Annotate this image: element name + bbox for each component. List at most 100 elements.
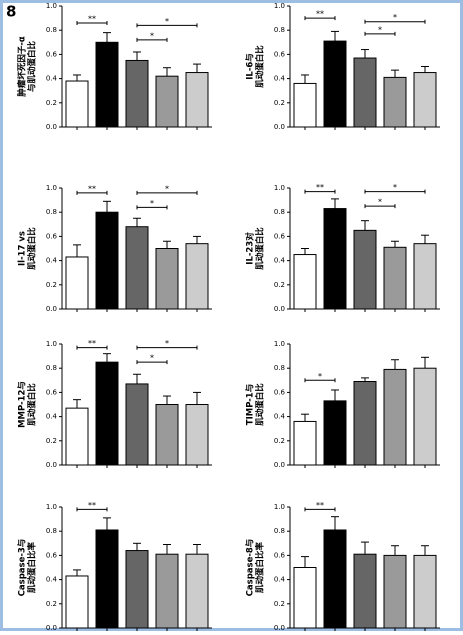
y-tick-label: 0.2 [46, 99, 57, 107]
y-axis-label: Caspase-8与 [245, 539, 256, 597]
bar [323, 208, 347, 310]
y-tick-label: 1.0 [274, 340, 285, 348]
significance-label: * [150, 31, 154, 40]
y-tick-label: 0.4 [274, 75, 286, 83]
bar [95, 529, 119, 629]
bar [413, 367, 437, 466]
significance-label: ** [316, 10, 324, 19]
significance-label: * [150, 354, 154, 363]
bar [353, 381, 377, 466]
y-axis-label: 肌动蛋白比率 [255, 542, 266, 595]
bar [413, 554, 437, 629]
bar [95, 41, 119, 128]
significance-label: ** [316, 501, 324, 510]
bar [125, 550, 149, 629]
y-tick-label: 0.2 [274, 437, 285, 445]
y-tick-label: 0.6 [274, 551, 286, 559]
bar [413, 243, 437, 310]
y-axis-label: 肌动蛋白比 [27, 227, 38, 271]
y-tick-label: 0.8 [46, 364, 57, 372]
y-tick-label: 0.8 [274, 208, 285, 216]
bar [353, 553, 377, 629]
y-tick-label: 0.8 [46, 527, 57, 535]
y-tick-label: 1.0 [46, 340, 57, 348]
y-tick-label: 0.6 [46, 50, 58, 58]
significance-label: * [318, 372, 322, 381]
bar [65, 407, 89, 466]
bar [323, 529, 347, 629]
bar [185, 243, 209, 310]
bar [383, 246, 407, 310]
y-tick-label: 0.8 [274, 527, 285, 535]
significance-label: * [165, 184, 169, 193]
significance-label: ** [88, 14, 96, 23]
y-tick-label: 0.6 [46, 232, 58, 240]
y-tick-label: 1.0 [274, 184, 285, 192]
bar [185, 404, 209, 466]
y-tick-label: 0.4 [274, 576, 286, 584]
bar [125, 59, 149, 128]
significance-label: * [378, 25, 382, 34]
y-tick-label: 0.6 [46, 551, 58, 559]
significance-label: * [393, 183, 397, 192]
bar [383, 76, 407, 128]
significance-label: * [165, 339, 169, 348]
y-axis-label: Caspase-3与 [17, 539, 28, 597]
bar [95, 211, 119, 310]
y-axis-label: 肌动蛋白比率 [27, 542, 38, 595]
y-tick-label: 0.8 [274, 364, 285, 372]
bar [125, 383, 149, 466]
bar [155, 248, 179, 310]
y-tick-label: 0.2 [46, 437, 57, 445]
significance-label: ** [88, 501, 96, 510]
y-axis-label: 肌动蛋白比 [255, 227, 266, 271]
significance-label: * [378, 198, 382, 207]
y-tick-label: 0.0 [46, 123, 57, 131]
significance-label: * [150, 199, 154, 208]
bar [95, 361, 119, 466]
significance-label: * [393, 13, 397, 22]
y-tick-label: 0.4 [46, 257, 58, 265]
bar [293, 254, 317, 310]
y-axis-label: 与肌动蛋白比 [27, 41, 38, 93]
y-tick-label: 0.8 [46, 26, 57, 34]
y-tick-label: 0.0 [46, 624, 57, 631]
bar [185, 72, 209, 128]
bar [413, 72, 437, 128]
y-axis-label: 肌动蛋白比 [27, 383, 38, 427]
bar [323, 40, 347, 128]
bar [293, 567, 317, 629]
y-axis-label: 肿瘤坏死因子-α [17, 36, 28, 98]
y-tick-label: 0.0 [274, 305, 285, 313]
y-tick-label: 0.4 [274, 413, 286, 421]
bar [65, 80, 89, 128]
y-tick-label: 0.0 [274, 461, 285, 469]
y-tick-label: 0.8 [274, 26, 285, 34]
y-tick-label: 0.0 [274, 123, 285, 131]
bar [155, 75, 179, 128]
y-axis-label: Il-17 vs [18, 231, 28, 266]
y-tick-label: 1.0 [46, 503, 57, 511]
bar [185, 553, 209, 629]
bar [383, 554, 407, 629]
y-tick-label: 0.4 [46, 413, 58, 421]
significance-label: * [165, 17, 169, 26]
y-axis-label: 肌动蛋白比 [255, 383, 266, 427]
y-tick-label: 0.0 [46, 461, 57, 469]
y-tick-label: 0.6 [46, 388, 58, 396]
significance-label: ** [316, 183, 324, 192]
y-tick-label: 0.2 [274, 600, 285, 608]
y-axis-label: TIMP-1与 [245, 384, 256, 425]
y-tick-label: 1.0 [274, 503, 285, 511]
bar [155, 553, 179, 629]
y-tick-label: 0.2 [274, 99, 285, 107]
y-tick-label: 0.2 [46, 600, 57, 608]
bar [155, 404, 179, 466]
bar [65, 575, 89, 629]
y-tick-label: 1.0 [46, 2, 57, 10]
y-tick-label: 1.0 [46, 184, 57, 192]
panel-label: 8 [6, 3, 16, 21]
bar [383, 368, 407, 466]
y-tick-label: 0.4 [46, 75, 58, 83]
